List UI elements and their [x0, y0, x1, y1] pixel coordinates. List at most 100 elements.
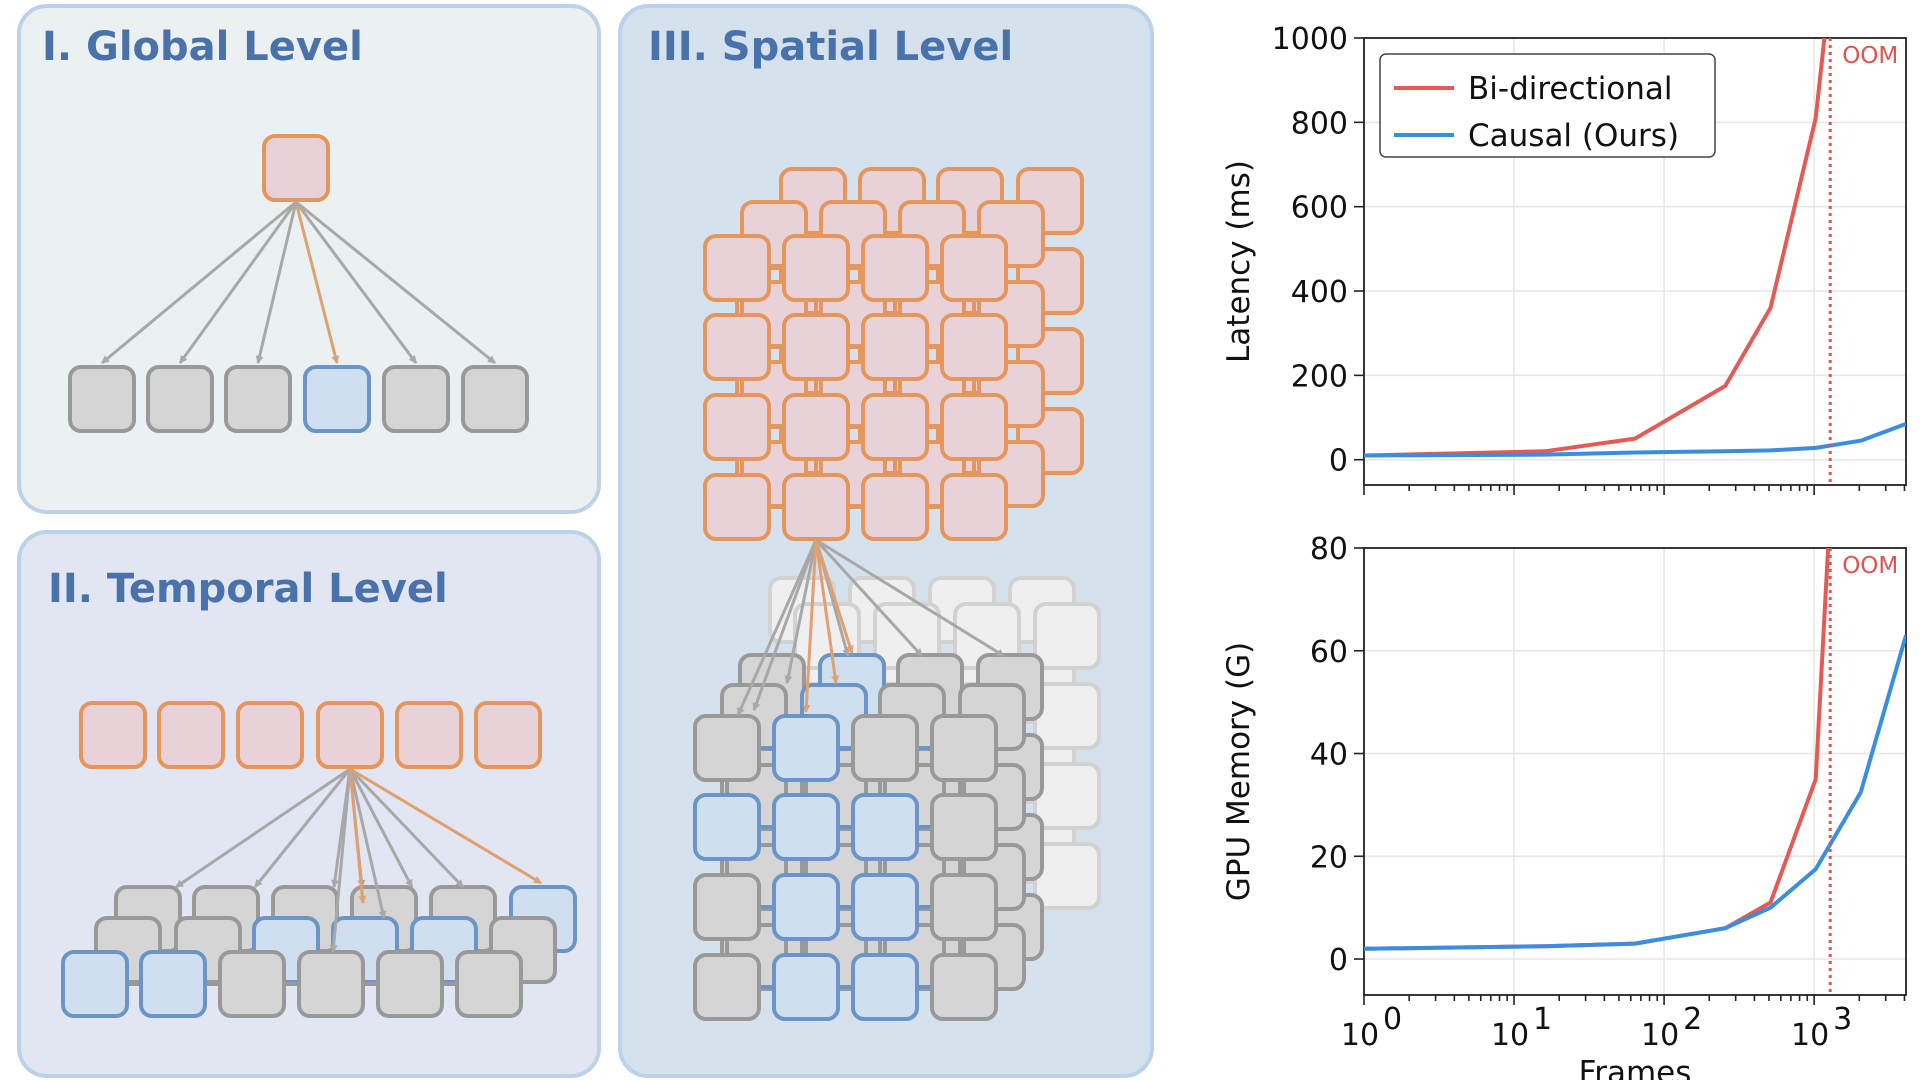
- oom-label: OOM: [1842, 43, 1898, 69]
- spatial-query-token: [861, 234, 929, 302]
- temporal-query-token: [236, 701, 304, 769]
- spatial-key-token: [930, 873, 998, 941]
- x-tick-label: 10: [1641, 1018, 1679, 1053]
- x-axis-label: Frames: [1579, 1055, 1692, 1080]
- spatial-key-token: [851, 873, 919, 941]
- spatial-arrow: [784, 539, 818, 684]
- panel-title-global: I. Global Level: [42, 24, 363, 70]
- spatial-query-token: [703, 473, 771, 541]
- x-tick-label-exponent: 2: [1683, 1002, 1702, 1037]
- plot-frame: [1363, 547, 1907, 996]
- temporal-query-token: [316, 701, 384, 769]
- temporal-front-token: [297, 950, 365, 1018]
- panel-title-spatial: III. Spatial Level: [648, 24, 1013, 70]
- spatial-query-token: [940, 234, 1008, 302]
- temporal-arrow: [348, 768, 367, 904]
- y-tick-label: 1000: [1272, 22, 1348, 57]
- global-arrow: [294, 201, 340, 364]
- x-tick-label-exponent: 3: [1833, 1002, 1852, 1037]
- spatial-query-token: [940, 393, 1008, 461]
- legend-entry: Bi-directional: [1468, 71, 1673, 107]
- y-tick-label: 20: [1310, 840, 1348, 875]
- spatial-query-token: [782, 473, 850, 541]
- spatial-arrow: [814, 539, 854, 654]
- spatial-arrow: [815, 538, 1005, 658]
- temporal-front-token: [61, 950, 129, 1018]
- spatial-query-token: [703, 313, 771, 381]
- temporal-query-token: [79, 701, 147, 769]
- x-tick-label-exponent: 1: [1533, 1002, 1552, 1037]
- spatial-arrow: [814, 539, 839, 684]
- spatial-key-token: [851, 793, 919, 861]
- x-tick-label-exponent: 0: [1383, 1002, 1402, 1037]
- spatial-key-token: [772, 953, 840, 1021]
- spatial-query-token: [703, 393, 771, 461]
- x-tick-label: 10: [1341, 1018, 1379, 1053]
- oom-label: OOM: [1842, 553, 1898, 579]
- temporal-arrow: [349, 767, 542, 885]
- spatial-key-token: [930, 953, 998, 1021]
- series-line-bi-directional: [1364, 548, 1831, 951]
- spatial-key-token: [693, 873, 761, 941]
- temporal-arrow: [175, 767, 351, 889]
- spatial-key-token: [930, 714, 998, 782]
- temporal-query-token: [474, 701, 542, 769]
- spatial-query-token: [940, 473, 1008, 541]
- y-tick-label: 400: [1291, 275, 1348, 310]
- temporal-front-token: [455, 950, 523, 1018]
- spatial-masked-token: [1033, 762, 1101, 830]
- spatial-query-token: [782, 234, 850, 302]
- temporal-front-token: [218, 950, 286, 1018]
- x-tick-label: 10: [1491, 1018, 1529, 1053]
- spatial-masked-token: [1033, 602, 1101, 670]
- global-frame-token: [146, 365, 214, 433]
- spatial-key-token: [693, 953, 761, 1021]
- spatial-query-token: [861, 393, 929, 461]
- spatial-query-token: [861, 473, 929, 541]
- y-tick-label: 60: [1310, 635, 1348, 670]
- global-arrow: [101, 200, 297, 365]
- global-frame-token: [461, 365, 529, 433]
- legend-entry: Causal (Ours): [1468, 118, 1679, 154]
- spatial-query-token: [703, 234, 771, 302]
- y-axis-label: Latency (ms): [1221, 160, 1257, 363]
- y-tick-label: 40: [1310, 738, 1348, 773]
- legend: Bi-directional Causal (Ours): [1379, 53, 1716, 158]
- series-line-causal-ours-: [1364, 634, 1906, 951]
- spatial-arrow: [736, 539, 818, 716]
- y-tick-label: 80: [1310, 532, 1348, 567]
- spatial-arrow: [814, 538, 924, 658]
- temporal-arrow: [348, 768, 414, 888]
- y-tick-label: 800: [1291, 106, 1348, 141]
- global-arrow: [294, 201, 418, 364]
- temporal-query-token: [157, 701, 225, 769]
- series-line-bi-directional: [1364, 38, 1827, 458]
- spatial-key-token: [851, 714, 919, 782]
- global-arrow: [295, 200, 496, 365]
- spatial-key-token: [930, 793, 998, 861]
- latency-chart: 0 200 400 600 800 1000 Latency (ms) OOM Bi-direc…: [1221, 22, 1907, 495]
- global-frame-token: [68, 365, 136, 433]
- spatial-masked-token: [1033, 842, 1101, 910]
- temporal-front-token: [376, 950, 444, 1018]
- legend-box: [1379, 53, 1716, 158]
- temporal-arrow: [329, 768, 352, 953]
- spatial-key-token: [851, 953, 919, 1021]
- temporal-query-token: [395, 701, 463, 769]
- global-arrow: [255, 201, 298, 364]
- spatial-arrow: [802, 539, 818, 713]
- temporal-front-token: [139, 950, 207, 1018]
- series-line-causal-ours-: [1364, 422, 1906, 458]
- global-frame-token: [224, 365, 292, 433]
- spatial-arrow: [752, 539, 818, 711]
- global-arrow: [178, 201, 298, 364]
- x-tick-label: 10: [1791, 1018, 1829, 1053]
- token-diagrams: [61, 134, 1101, 1021]
- spatial-query-token: [940, 313, 1008, 381]
- y-tick-label: 0: [1329, 444, 1348, 479]
- spatial-query-token: [782, 313, 850, 381]
- spatial-key-token: [772, 873, 840, 941]
- spatial-key-token: [693, 714, 761, 782]
